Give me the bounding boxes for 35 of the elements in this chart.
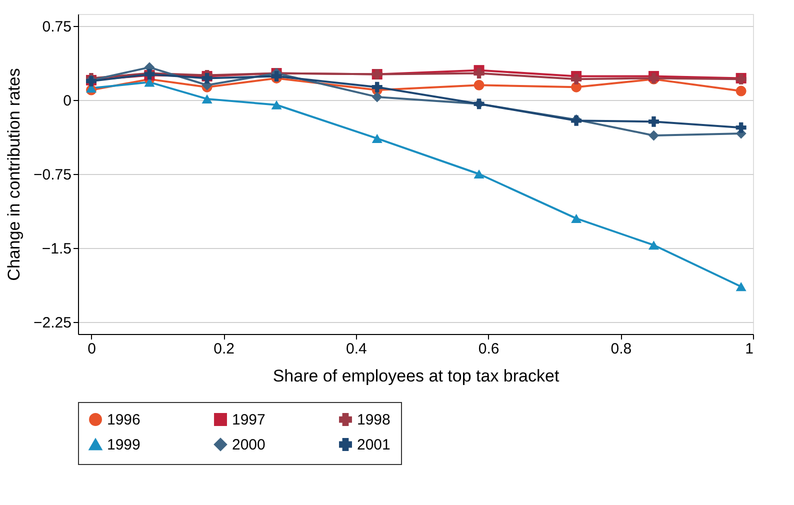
x-tick-label: 0	[88, 340, 96, 358]
point	[648, 130, 659, 141]
legend-label: 2001	[357, 436, 390, 454]
x-tick-label: 1	[745, 340, 754, 358]
x-tick-label: 0.8	[610, 340, 632, 358]
legend-label: 1999	[107, 436, 140, 454]
point	[736, 282, 746, 292]
x-tick-label: 0.6	[478, 340, 500, 358]
y-tick-label: −0.75	[34, 166, 72, 184]
legend-label: 2000	[232, 436, 266, 454]
x-axis-title: Share of employees at top tax bracket	[272, 366, 560, 386]
point	[571, 74, 582, 84]
point	[372, 82, 382, 92]
y-tick-label: 0	[63, 92, 72, 110]
point	[474, 68, 484, 79]
point	[648, 240, 659, 250]
y-tick-label: −2.25	[34, 314, 72, 332]
legend-label: 1996	[107, 412, 140, 429]
point	[372, 92, 382, 102]
legend-label: 1998	[357, 412, 390, 429]
point	[271, 100, 282, 110]
y-axis-title: Change in contribution rates	[4, 68, 24, 281]
point	[736, 86, 746, 96]
point	[372, 134, 382, 143]
point	[736, 122, 746, 133]
point	[648, 116, 659, 127]
point	[474, 80, 484, 90]
y-tick-label: −1.5	[42, 240, 72, 258]
x-tick-label: 0.2	[214, 340, 235, 358]
legend-label: 1997	[232, 412, 266, 429]
point	[571, 214, 582, 223]
point	[474, 169, 484, 179]
point	[202, 94, 212, 104]
x-tick-label: 0.4	[346, 340, 367, 358]
y-tick-label: 0.75	[42, 18, 72, 36]
